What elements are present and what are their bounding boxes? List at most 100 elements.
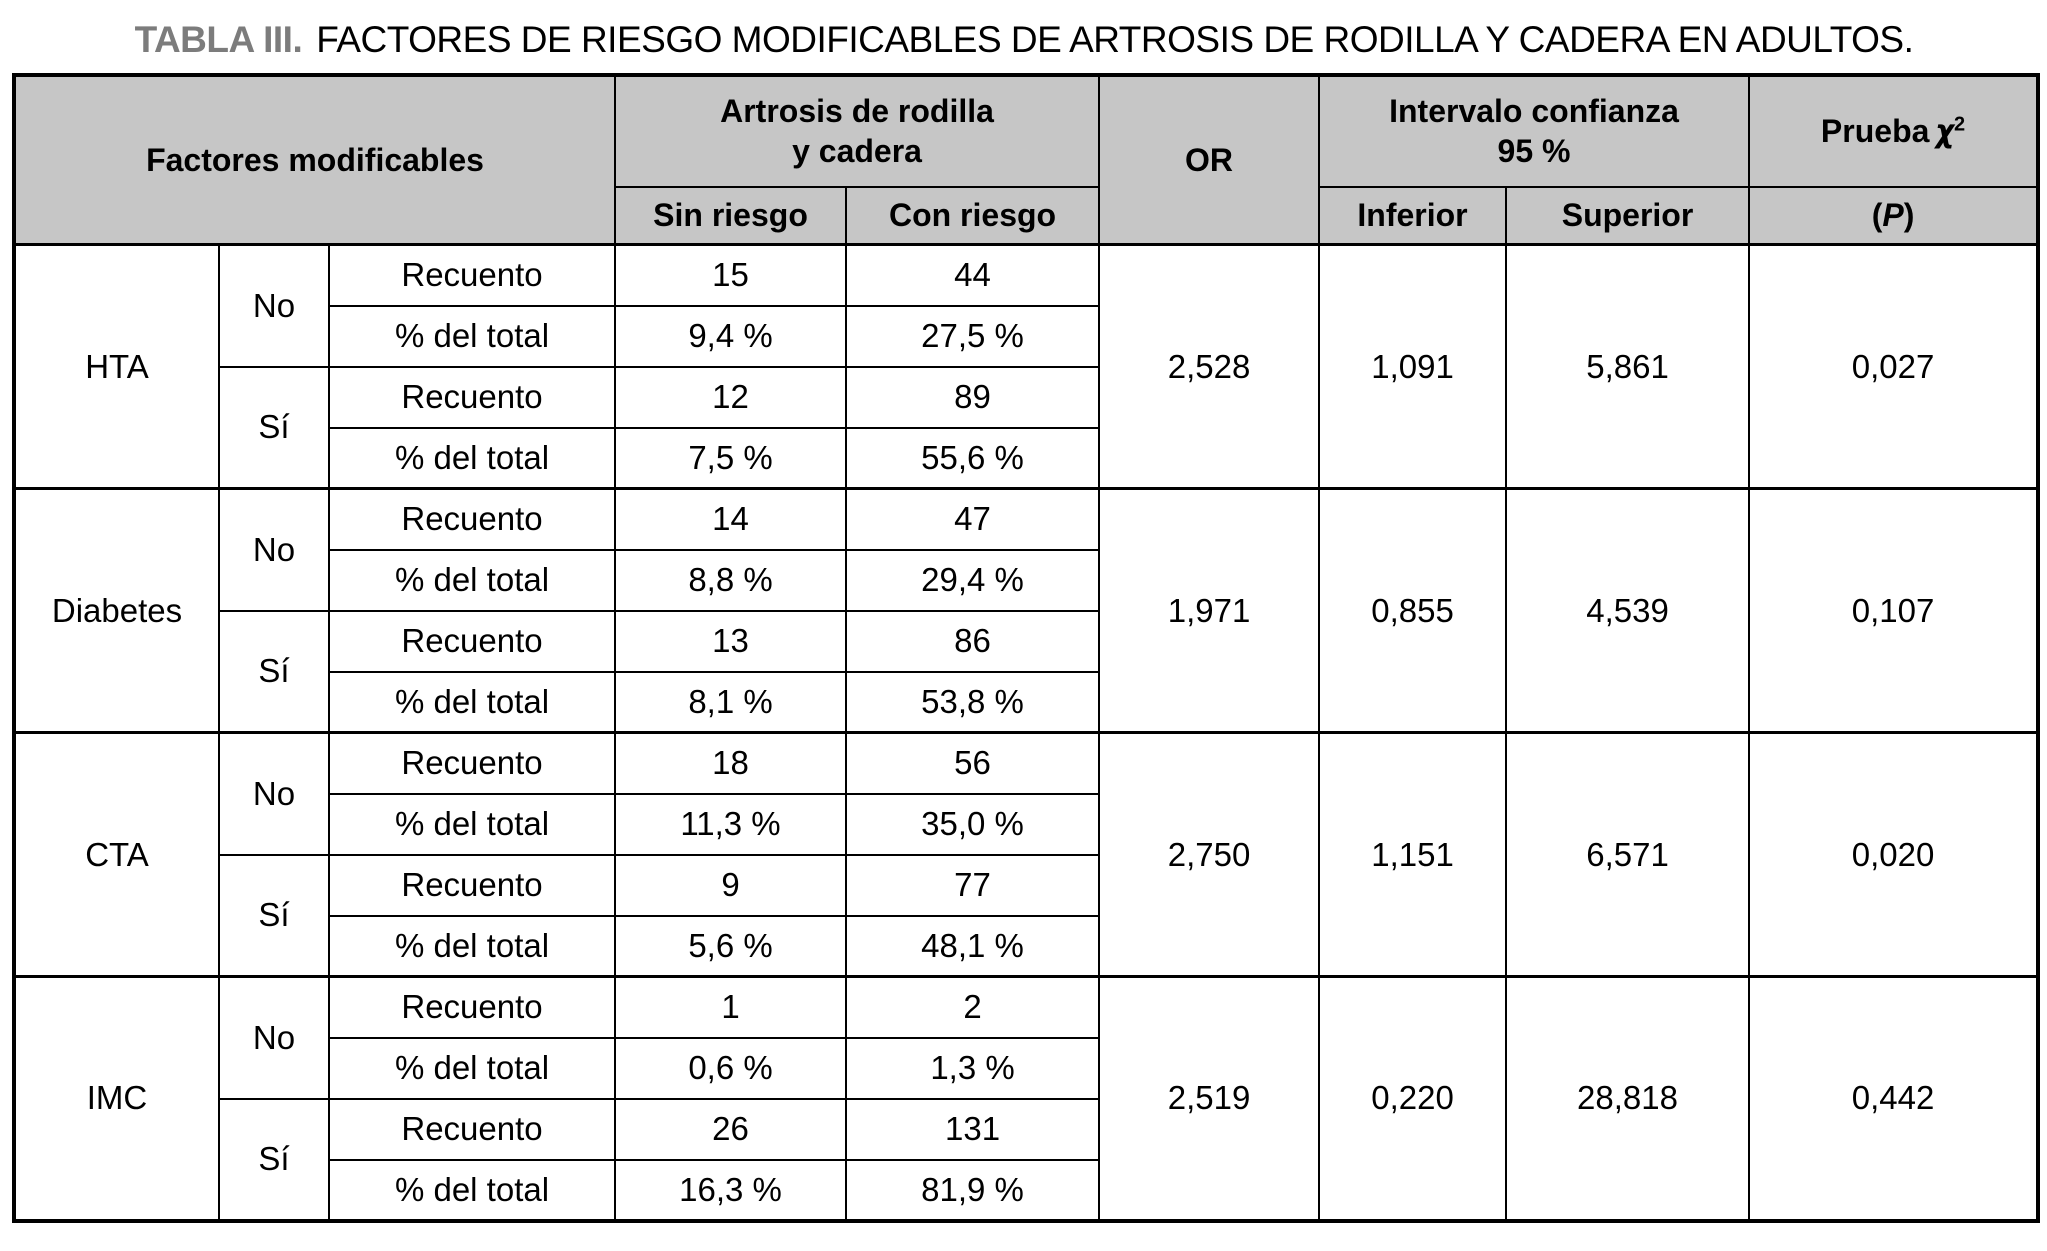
level-no-cell: No [218,975,330,1100]
sin-riesgo-value-cell: 11,3 % [614,792,848,856]
p-value-cell: 0,027 [1748,243,2040,490]
table-row: % del total 5,6 % 48,1 % [14,914,2038,978]
ci-inferior-value-cell: 0,855 [1318,487,1508,734]
con-riesgo-value-cell: 53,8 % [845,670,1101,734]
col-header-con-riesgo: Con riesgo [845,185,1101,247]
col-header-artrosis-line1: Artrosis de rodilla [720,93,994,130]
prueba-label: Prueba [1820,113,1930,150]
sin-riesgo-value-cell: 18 [614,731,848,795]
measure-label-cell: % del total [327,670,617,734]
col-header-intervalo-line1: Intervalo confianza [1389,93,1679,130]
measure-label-cell: % del total [327,1158,617,1222]
ci-inferior-value-cell: 0,220 [1318,975,1508,1222]
table-row: % del total 8,1 % 53,8 % [14,670,2038,734]
table-row: HTA No Recuento 15 44 2,528 1,091 5,861 … [13,243,2040,490]
ci-superior-value-cell: 5,861 [1505,243,1751,490]
p-letter: P [1882,197,1904,234]
factor-name-cell: Diabetes [13,487,220,734]
level-no-cell: No [218,243,330,368]
level-si-cell: Sí [218,1097,330,1222]
table-row: % del total 9,4 % 27,5 % [14,304,2038,368]
col-header-p-value: (P) [1748,185,2040,247]
factor-name-cell: CTA [13,731,220,978]
measure-label-cell: % del total [327,792,617,856]
ci-inferior-value-cell: 1,151 [1318,731,1508,978]
table-row: Diabetes No Recuento 14 47 1,971 0,855 4… [13,487,2040,734]
con-riesgo-value-cell: 2 [845,975,1101,1039]
p-value-cell: 0,107 [1748,487,2040,734]
or-value-cell: 2,750 [1098,731,1321,978]
ci-inferior-value-cell: 1,091 [1318,243,1508,490]
sin-riesgo-value-cell: 5,6 % [614,914,848,978]
level-si-cell: Sí [218,365,330,490]
sin-riesgo-value-cell: 9 [614,853,848,917]
table-row: IMC No Recuento 1 2 2,519 0,220 28,818 0… [13,975,2040,1222]
sin-riesgo-value-cell: 0,6 % [614,1036,848,1100]
measure-label-cell: % del total [327,304,617,368]
sin-riesgo-value-cell: 16,3 % [614,1158,848,1222]
measure-label-cell: Recuento [327,1097,617,1161]
table-caption-text: FACTORES DE RIESGO MODIFICABLES DE ARTRO… [316,19,1914,60]
con-riesgo-value-cell: 81,9 % [845,1158,1101,1222]
measure-label-cell: Recuento [327,731,617,795]
sin-riesgo-value-cell: 26 [614,1097,848,1161]
level-si-cell: Sí [218,853,330,978]
table-row: % del total 11,3 % 35,0 % [14,792,2038,856]
sin-riesgo-value-cell: 14 [614,487,848,551]
p-value-cell: 0,442 [1748,975,2040,1222]
col-header-or: OR [1098,73,1321,247]
table-row: Sí Recuento 13 86 [14,609,2038,734]
measure-label-cell: Recuento [327,365,617,429]
measure-label-cell: Recuento [327,609,617,673]
level-no-cell: No [218,487,330,612]
ci-superior-value-cell: 28,818 [1505,975,1751,1222]
sin-riesgo-value-cell: 8,1 % [614,670,848,734]
table-title: TABLA III. FACTORES DE RIESGO MODIFICABLE… [12,19,2036,61]
con-riesgo-value-cell: 47 [845,487,1101,551]
measure-label-cell: Recuento [327,975,617,1039]
sin-riesgo-value-cell: 13 [614,609,848,673]
con-riesgo-value-cell: 35,0 % [845,792,1101,856]
table-row: % del total 16,3 % 81,9 % [14,1158,2038,1222]
sin-riesgo-value-cell: 1 [614,975,848,1039]
col-header-prueba-chi2: Prueba χ2 [1748,73,2040,188]
ci-superior-value-cell: 4,539 [1505,487,1751,734]
con-riesgo-value-cell: 29,4 % [845,548,1101,612]
measure-label-cell: % del total [327,914,617,978]
chi-symbol: χ [1935,112,1954,151]
measure-label-cell: % del total [327,426,617,490]
con-riesgo-value-cell: 131 [845,1097,1101,1161]
ci-superior-value-cell: 6,571 [1505,731,1751,978]
sin-riesgo-value-cell: 8,8 % [614,548,848,612]
table-header: Factores modificables Artrosis de rodill… [12,73,2040,247]
table-row: % del total 7,5 % 55,6 % [14,426,2038,490]
con-riesgo-value-cell: 1,3 % [845,1036,1101,1100]
measure-label-cell: % del total [327,548,617,612]
chi-exponent: 2 [1953,113,1966,136]
level-si-cell: Sí [218,609,330,734]
p-paren-open: ( [1871,197,1883,234]
factor-name-cell: HTA [13,243,220,490]
p-paren-close: ) [1903,197,1915,234]
col-header-intervalo-line2: 95 % [1497,133,1571,170]
con-riesgo-value-cell: 89 [845,365,1101,429]
measure-label-cell: Recuento [327,853,617,917]
con-riesgo-value-cell: 27,5 % [845,304,1101,368]
con-riesgo-value-cell: 77 [845,853,1101,917]
table-row: % del total 0,6 % 1,3 % [14,1036,2038,1100]
col-header-artrosis: Artrosis de rodilla y cadera [614,73,1101,188]
con-riesgo-value-cell: 44 [845,243,1101,307]
table-row: Sí Recuento 12 89 [14,365,2038,490]
or-value-cell: 1,971 [1098,487,1321,734]
table-row: % del total 8,8 % 29,4 % [14,548,2038,612]
table-body: HTA No Recuento 15 44 2,528 1,091 5,861 … [13,243,2040,1222]
col-header-sin-riesgo: Sin riesgo [614,185,848,247]
or-value-cell: 2,519 [1098,975,1321,1222]
con-riesgo-value-cell: 56 [845,731,1101,795]
table-number-label: TABLA III. [134,19,303,60]
sin-riesgo-value-cell: 15 [614,243,848,307]
measure-label-cell: % del total [327,1036,617,1100]
or-value-cell: 2,528 [1098,243,1321,490]
col-header-intervalo-confianza: Intervalo confianza 95 % [1318,73,1751,188]
risk-factors-table: Factores modificables Artrosis de rodill… [12,72,2041,1223]
